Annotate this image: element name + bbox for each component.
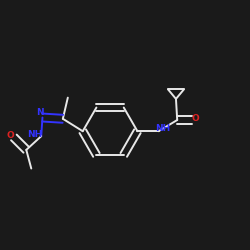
Text: N: N bbox=[36, 108, 43, 116]
Text: NH: NH bbox=[27, 130, 42, 140]
Text: O: O bbox=[6, 131, 14, 140]
Text: O: O bbox=[192, 114, 200, 123]
Text: NH: NH bbox=[156, 124, 171, 133]
